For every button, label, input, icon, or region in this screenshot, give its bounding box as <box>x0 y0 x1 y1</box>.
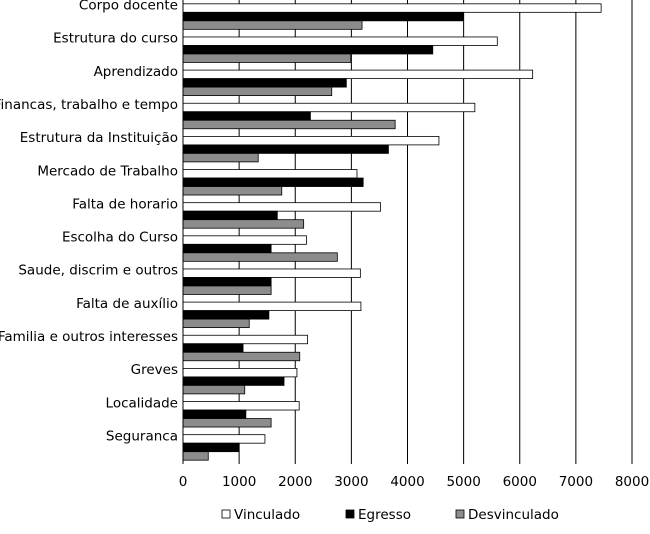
category-label: Aprendizado <box>94 64 178 80</box>
bar-vinculado <box>182 401 300 411</box>
legend-label: Desvinculado <box>468 507 559 523</box>
bar-egresso <box>182 111 311 121</box>
x-tick-label: 5000 <box>446 474 480 490</box>
bar-egresso <box>182 442 240 453</box>
gridlines <box>238 0 633 464</box>
bar-desvinculado <box>182 418 272 428</box>
bar-vinculado <box>182 235 307 245</box>
category-label: Greves <box>131 362 178 378</box>
bar-egresso <box>182 376 285 386</box>
category-label: Saude, discrim e outros <box>18 263 178 279</box>
bar-desvinculado <box>182 451 209 461</box>
bar-vinculado <box>182 301 362 312</box>
category-label: Estrutura da Instituição <box>20 130 178 146</box>
bar-desvinculado <box>182 20 363 30</box>
category-label: Estrutura do curso <box>53 31 178 47</box>
bars <box>182 3 602 461</box>
bar-egresso <box>182 210 278 221</box>
x-tick-label: 6000 <box>503 474 537 490</box>
bar-desvinculado <box>182 186 283 196</box>
bar-egresso <box>182 277 272 287</box>
bar-desvinculado <box>182 219 305 229</box>
x-tick-label: 8000 <box>615 474 649 490</box>
bar-egresso <box>182 144 389 154</box>
legend-label: Vinculado <box>234 507 300 523</box>
bar-vinculado <box>182 135 440 146</box>
bar-desvinculado <box>182 351 301 362</box>
bar-desvinculado <box>182 119 396 130</box>
bar-egresso <box>182 343 244 353</box>
bar-desvinculado <box>182 152 259 163</box>
bar-desvinculado <box>182 86 333 97</box>
legend: Vinculado Egresso Desvinculado <box>221 507 559 523</box>
category-label: Localidade <box>106 395 178 411</box>
x-tick-labels: 0 1000 2000 3000 4000 5000 6000 7000 8000 <box>179 474 649 490</box>
bar-vinculado <box>182 434 266 444</box>
bar-vinculado <box>182 36 498 46</box>
bar-desvinculado <box>182 285 272 295</box>
bar-vinculado <box>182 169 358 179</box>
legend-swatch-desvinculado <box>455 509 465 519</box>
x-tick-label: 7000 <box>559 474 593 490</box>
x-tick-label: 2000 <box>278 474 312 490</box>
x-tick-label: 1000 <box>222 474 256 490</box>
bar-vinculado <box>182 3 602 13</box>
bar-desvinculado <box>182 384 246 395</box>
category-label: Falta de auxílio <box>76 296 178 312</box>
x-tick-label: 0 <box>179 474 188 490</box>
bar-vinculado <box>182 202 381 212</box>
bar-vinculado <box>182 69 534 80</box>
bar-egresso <box>182 310 270 320</box>
bar-egresso <box>182 78 347 88</box>
category-label: Financas, trabalho e tempo <box>0 97 178 113</box>
legend-label: Egresso <box>358 507 411 523</box>
x-tick-label: 4000 <box>390 474 424 490</box>
bar-vinculado <box>182 367 298 378</box>
bar-desvinculado <box>182 53 352 63</box>
category-label: Corpo docente <box>79 0 178 14</box>
legend-swatch-egresso <box>345 509 355 519</box>
legend-swatch-vinculado <box>221 509 231 519</box>
category-labels: Corpo docente Estrutura do curso Aprendiza… <box>0 0 178 444</box>
category-label: Falta de horario <box>72 196 178 212</box>
category-label: Escolha do Curso <box>62 230 178 246</box>
x-tick-label: 3000 <box>334 474 368 490</box>
bar-desvinculado <box>182 318 250 329</box>
category-label: Seguranca <box>106 428 178 444</box>
category-label: Familia e outros interesses <box>0 329 178 345</box>
bar-desvinculado <box>182 252 338 262</box>
bar-egresso <box>182 177 364 187</box>
bar-egresso <box>182 45 434 55</box>
category-label: Mercado de Trabalho <box>37 163 178 179</box>
bar-egresso <box>182 11 465 22</box>
bar-egresso <box>182 243 272 254</box>
bar-vinculado <box>182 102 476 113</box>
bar-vinculado <box>182 334 308 345</box>
bar-vinculado <box>182 268 361 278</box>
bar-egresso <box>182 409 247 419</box>
